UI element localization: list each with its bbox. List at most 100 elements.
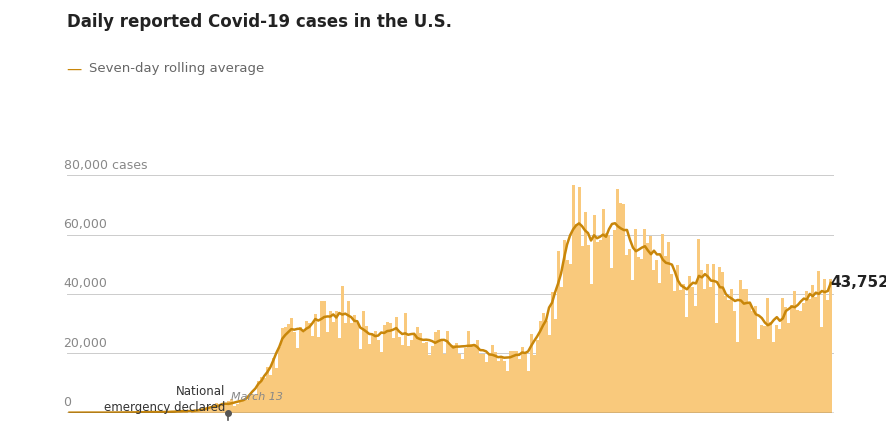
Bar	[739, 280, 742, 413]
Bar	[553, 319, 556, 413]
Bar	[481, 353, 484, 413]
Bar	[152, 412, 155, 413]
Bar	[589, 284, 592, 413]
Text: National
emergency declared: National emergency declared	[104, 384, 225, 414]
Bar	[349, 322, 353, 413]
Bar	[340, 286, 344, 413]
Text: 40,000: 40,000	[64, 277, 107, 291]
Text: 43,752: 43,752	[830, 275, 886, 290]
Bar	[763, 326, 766, 413]
Bar	[700, 270, 703, 413]
Bar	[451, 345, 455, 413]
Bar	[574, 224, 577, 413]
Bar	[511, 351, 514, 413]
Bar	[236, 404, 238, 413]
Bar	[268, 375, 271, 413]
Bar	[400, 344, 403, 413]
Bar	[433, 332, 436, 413]
Bar	[146, 412, 149, 413]
Bar	[370, 335, 373, 413]
Bar	[346, 301, 349, 413]
Bar	[610, 268, 613, 413]
Bar	[229, 399, 233, 413]
Bar	[783, 307, 787, 413]
Bar	[286, 324, 290, 413]
Bar	[179, 411, 182, 413]
Bar	[271, 358, 275, 413]
Bar	[260, 377, 262, 413]
Bar	[514, 351, 517, 413]
Bar	[469, 344, 472, 413]
Bar	[520, 347, 523, 413]
Bar	[262, 378, 266, 413]
Bar	[499, 356, 502, 413]
Bar	[290, 319, 292, 413]
Bar	[633, 229, 637, 413]
Bar	[798, 311, 802, 413]
Bar	[412, 334, 416, 413]
Bar	[266, 367, 268, 413]
Bar	[310, 336, 314, 413]
Bar	[705, 264, 709, 413]
Bar	[212, 408, 214, 413]
Bar	[604, 233, 607, 413]
Bar	[649, 236, 652, 413]
Bar	[143, 412, 146, 413]
Bar	[559, 287, 562, 413]
Bar	[403, 313, 407, 413]
Bar	[622, 204, 625, 413]
Bar	[652, 270, 655, 413]
Bar	[742, 289, 744, 413]
Bar	[295, 348, 299, 413]
Bar	[331, 322, 334, 413]
Bar	[377, 340, 379, 413]
Bar	[208, 409, 212, 413]
Bar	[720, 273, 724, 413]
Bar	[436, 330, 439, 413]
Bar	[427, 355, 431, 413]
Text: Seven-day rolling average: Seven-day rolling average	[89, 62, 264, 75]
Bar	[826, 300, 828, 413]
Bar	[194, 412, 197, 413]
Bar	[757, 339, 759, 413]
Bar	[774, 325, 777, 413]
Bar	[247, 395, 251, 413]
Bar	[323, 301, 325, 413]
Bar	[724, 296, 727, 413]
Bar	[696, 239, 700, 413]
Bar	[753, 306, 757, 413]
Bar	[281, 328, 284, 413]
Bar	[694, 306, 696, 413]
Bar	[242, 399, 245, 413]
Bar	[670, 274, 672, 413]
Bar	[190, 411, 194, 413]
Bar	[368, 344, 370, 413]
Bar	[149, 412, 152, 413]
Bar	[505, 372, 508, 413]
Bar	[344, 323, 346, 413]
Bar	[275, 368, 277, 413]
Bar	[218, 406, 221, 413]
Bar	[457, 354, 460, 413]
Bar	[598, 240, 601, 413]
Bar	[759, 325, 763, 413]
Bar	[787, 323, 789, 413]
Bar	[392, 338, 394, 413]
Bar	[729, 289, 733, 413]
Bar	[397, 338, 400, 413]
Bar	[358, 350, 361, 413]
Bar	[715, 323, 718, 413]
Bar	[206, 407, 208, 413]
Bar	[257, 381, 260, 413]
Bar	[691, 288, 694, 413]
Bar	[329, 311, 331, 413]
Bar	[490, 345, 493, 413]
Bar	[816, 271, 820, 413]
Bar	[448, 346, 451, 413]
Bar	[373, 331, 377, 413]
Bar	[245, 400, 247, 413]
Bar	[672, 291, 676, 413]
Bar	[583, 212, 586, 413]
Bar	[676, 265, 679, 413]
Bar	[496, 361, 499, 413]
